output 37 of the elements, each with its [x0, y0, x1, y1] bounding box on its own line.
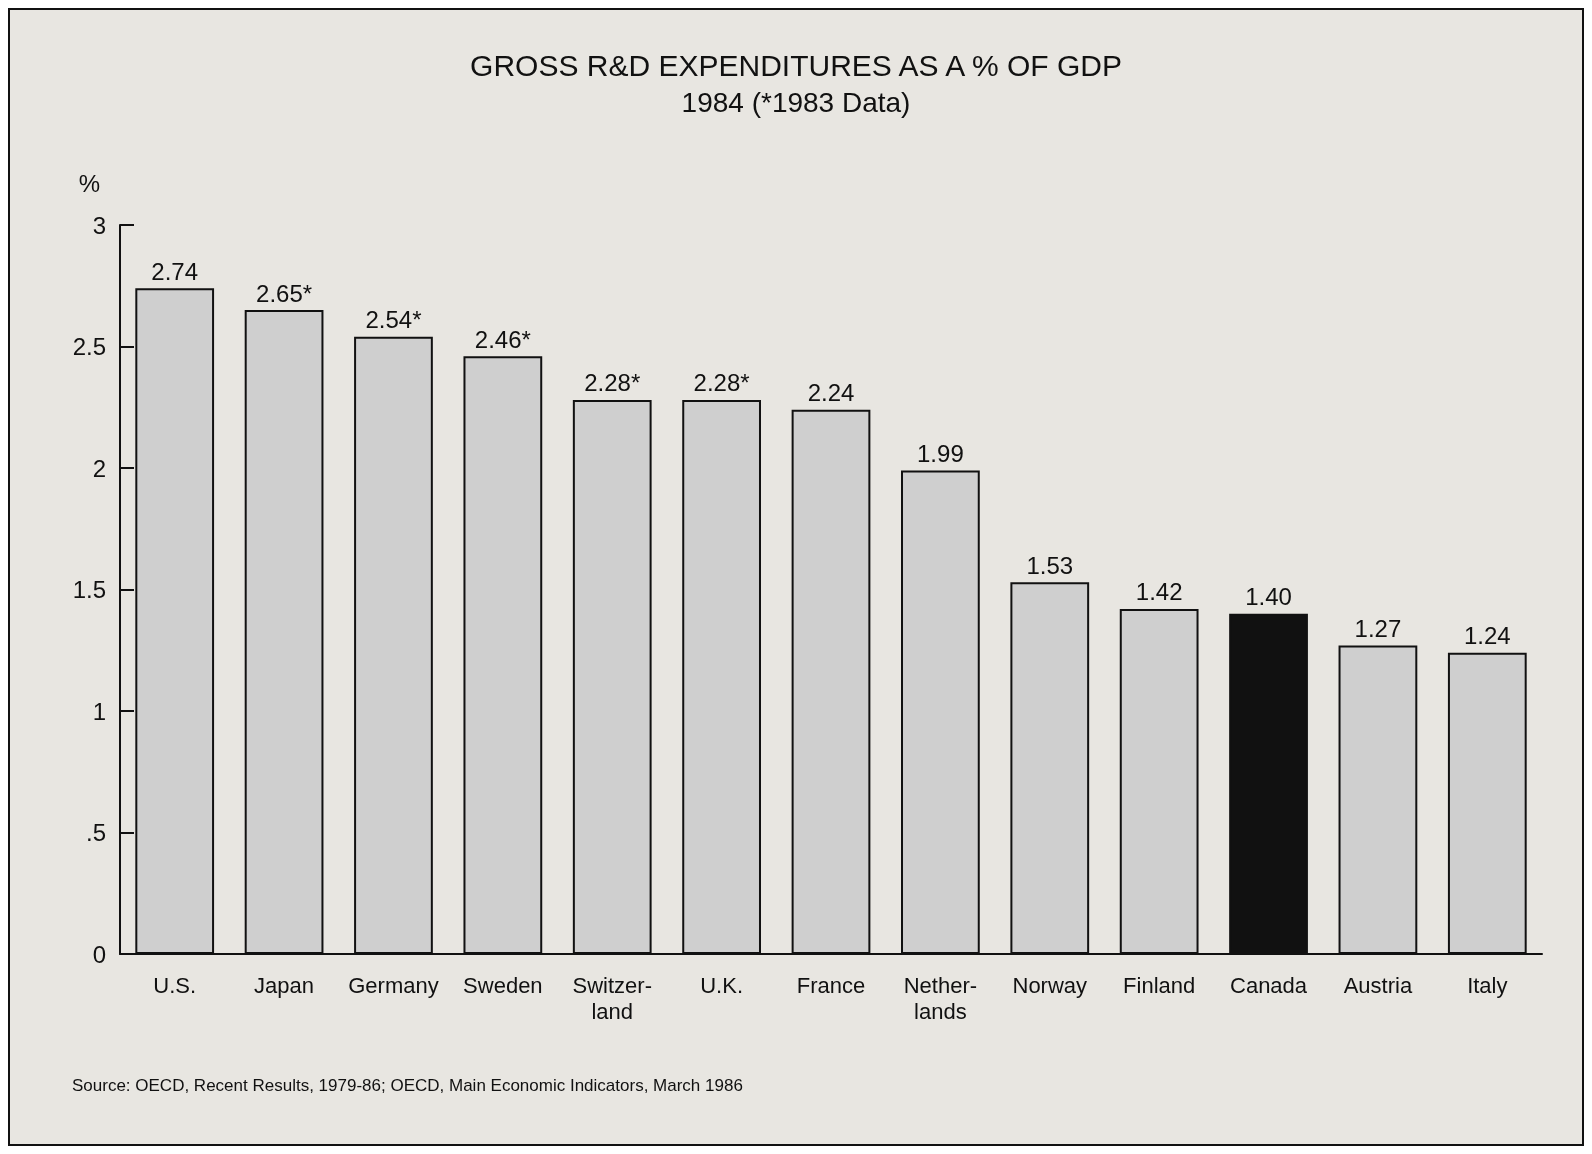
x-tick-label: Sweden: [463, 972, 543, 998]
chart-subtitle: 1984 (*1983 Data): [681, 86, 911, 118]
x-tick-label: Norway: [1012, 972, 1088, 998]
data-label: 1.53: [1026, 551, 1074, 579]
x-tick-label: France: [796, 972, 866, 998]
y-tick-label: 2.5: [72, 333, 106, 360]
data-label: 2.28*: [584, 369, 641, 397]
x-tick-label: Switzer- land: [572, 972, 652, 1024]
data-label: 2.24: [807, 379, 855, 407]
data-label: 2.46*: [474, 325, 531, 353]
y-tick-label: 1: [92, 697, 106, 725]
x-tick-label: Finland: [1123, 972, 1196, 998]
data-label: 1.42: [1135, 578, 1183, 606]
source-note: Source: OECD, Recent Results, 1979-86; OECD, Main Economic Indicators, March 1986: [72, 1076, 743, 1095]
y-tick-label: 3: [92, 211, 106, 239]
x-tick-label: U.K.: [700, 972, 744, 998]
x-tick-label: Nether- lands: [903, 972, 978, 1024]
x-tick-label: Japan: [254, 972, 315, 998]
data-label: 2.54*: [365, 306, 422, 334]
y-tick-label: 0: [92, 940, 106, 968]
x-tick-label: Canada: [1230, 972, 1308, 998]
data-label: 2.28*: [693, 369, 750, 397]
x-tick-label: U.S.: [153, 972, 197, 998]
x-tick-label: Germany: [348, 972, 439, 998]
data-label: 1.27: [1354, 614, 1402, 642]
chart-title: GROSS R&D EXPENDITURES AS A % OF GDP: [470, 48, 1122, 82]
x-tick-label: Austria: [1343, 972, 1413, 998]
data-label: 1.40: [1245, 583, 1292, 611]
y-tick-label: 1.5: [72, 576, 106, 603]
y-axis-title: %: [78, 169, 100, 197]
data-label: 2.74: [151, 257, 199, 285]
data-label: 1.99: [917, 439, 964, 467]
data-label: 2.65*: [256, 279, 313, 307]
x-tick-label: Italy: [1467, 972, 1508, 998]
data-label: 1.24: [1463, 622, 1511, 650]
y-tick-label: .5: [85, 819, 106, 846]
y-tick-label: 2: [92, 454, 106, 482]
